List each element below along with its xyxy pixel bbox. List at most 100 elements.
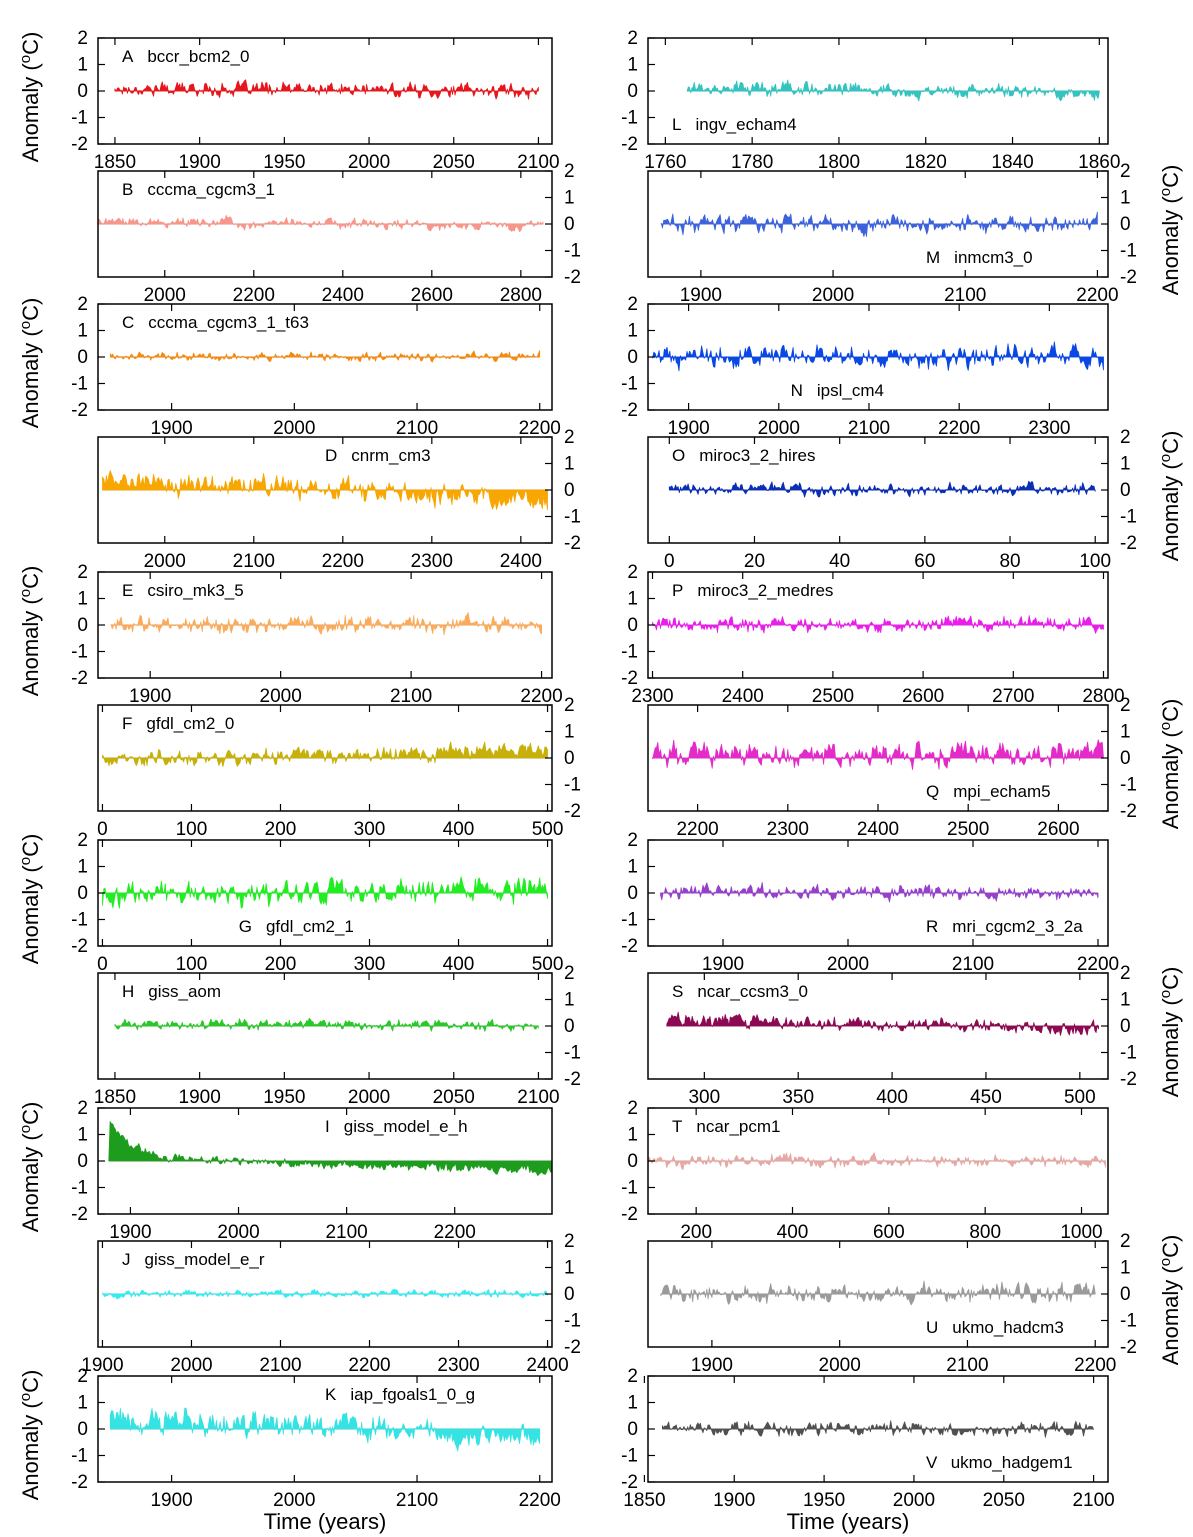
panel-d: 2 1 0 -1 -2 2000 2100 2200 2300 2400 D cnrm_cm3: [97, 427, 581, 572]
x-tick-label: 2100: [396, 418, 438, 439]
x-tick-label: 2100: [944, 285, 986, 306]
x-tick-label: 400: [443, 954, 475, 975]
y-tick-label: 0: [1120, 1016, 1131, 1037]
x-tick-label: 2400: [322, 285, 364, 306]
y-tick-label: -1: [621, 910, 638, 931]
series-area: [109, 350, 541, 363]
series-area: [668, 480, 1096, 498]
x-tick-label: 1850: [94, 1087, 136, 1108]
y-axis-title: Anomaly (oC): [1157, 431, 1183, 562]
y-tick-label: 0: [77, 1419, 88, 1440]
series-area: [110, 612, 542, 636]
x-tick-label: 2000: [893, 1490, 935, 1511]
y-tick-label: 1: [77, 1125, 88, 1146]
y-tick-label: -1: [71, 374, 88, 395]
y-tick-label: -2: [1120, 801, 1137, 822]
x-tick-label: 350: [782, 1087, 814, 1108]
panel-q: 2 1 0 -1 -2 2200 2300 2400 2500 2600 Q mpi_echam5: [647, 695, 1137, 840]
panel-o: 2 1 0 -1 -2 0 20 40 60 80 100 O miroc3_2_hires: [647, 427, 1137, 572]
y-tick-label: 1: [77, 321, 88, 342]
y-tick-label: 0: [77, 1151, 88, 1172]
x-tick-label: 1900: [691, 1355, 733, 1376]
series-area: [114, 79, 539, 100]
y-tick-label: 2: [627, 28, 638, 49]
panel-e: 2 1 0 -1 -2 1900 2000 2100 2200 E csiro_mk3_5: [71, 562, 563, 707]
y-tick-label: -2: [1120, 267, 1137, 288]
x-tick-label: 1820: [905, 152, 947, 173]
y-tick-label: 2: [77, 28, 88, 49]
y-tick-label: -1: [621, 1178, 638, 1199]
panel-s: 2 1 0 -1 -2 300 350 400 450 500 S ncar_ccsm3_0: [647, 963, 1137, 1108]
y-tick-label: 1: [627, 589, 638, 610]
x-tick-label: 200: [265, 819, 297, 840]
x-tick-label: 2200: [322, 551, 364, 572]
x-tick-label: 2200: [1077, 954, 1119, 975]
x-tick-label: 1000: [1060, 1222, 1102, 1243]
x-tick-label: 1900: [179, 152, 221, 173]
y-tick-label: 0: [564, 1284, 575, 1305]
y-tick-label: 1: [627, 1125, 638, 1146]
y-tick-label: -1: [1120, 1311, 1137, 1332]
y-tick-label: -2: [564, 267, 581, 288]
y-axis-title: Anomaly (oC): [17, 32, 43, 163]
x-tick-label: 1840: [991, 152, 1033, 173]
series-area: [660, 882, 1099, 903]
y-axis-title: Anomaly (oC): [17, 1370, 43, 1501]
panel-g: 2 1 0 -1 -2 0 100 200 300 400 500 G gfdl_cm2_1: [71, 830, 563, 975]
y-tick-label: -2: [621, 134, 638, 155]
x-tick-label: 2000: [273, 418, 315, 439]
y-tick-label: 1: [1120, 1258, 1131, 1279]
x-tick-label: 2000: [260, 686, 302, 707]
panel-f: 2 1 0 -1 -2 0 100 200 300 400 500 F gfdl_cm2_0: [97, 695, 581, 840]
x-tick-label: 400: [777, 1222, 809, 1243]
x-tick-label: 2200: [348, 1355, 390, 1376]
y-tick-label: -2: [71, 1204, 88, 1225]
y-tick-label: 1: [564, 722, 575, 743]
x-tick-label: 600: [873, 1222, 905, 1243]
x-tick-label: 2000: [170, 1355, 212, 1376]
y-tick-label: 0: [564, 214, 575, 235]
y-tick-label: -2: [1120, 1069, 1137, 1090]
x-tick-label: 2000: [144, 551, 186, 572]
x-tick-label: 1850: [623, 1490, 665, 1511]
x-tick-label: 1950: [803, 1490, 845, 1511]
x-tick-label: 1900: [81, 1355, 123, 1376]
y-tick-label: -1: [1120, 775, 1137, 796]
y-tick-label: -1: [621, 1446, 638, 1467]
x-tick-label: 2500: [947, 819, 989, 840]
x-tick-label: 2200: [434, 1222, 476, 1243]
x-tick-label: 100: [176, 819, 208, 840]
panel-n: 2 1 0 -1 -2 1900 2000 2100 2200 2300 N ipsl_cm4: [621, 294, 1109, 439]
y-tick-label: 1: [1120, 188, 1131, 209]
y-tick-label: -1: [71, 1446, 88, 1467]
y-tick-label: 1: [627, 857, 638, 878]
x-tick-label: 2100: [390, 686, 432, 707]
x-tick-label: 200: [680, 1222, 712, 1243]
series-area: [666, 1011, 1099, 1036]
x-tick-label: 1900: [702, 954, 744, 975]
x-tick-label: 2200: [519, 418, 561, 439]
y-tick-label: -1: [621, 108, 638, 129]
x-tick-label: 0: [97, 819, 108, 840]
series-area: [686, 79, 1100, 102]
x-tick-label: 2100: [517, 1087, 559, 1108]
x-tick-label: 2800: [500, 285, 542, 306]
y-tick-label: 2: [564, 695, 575, 716]
x-tick-label: 2700: [992, 686, 1034, 707]
y-axis-title: Anomaly (oC): [1157, 699, 1183, 830]
x-tick-label: 80: [999, 551, 1020, 572]
series-area: [660, 211, 1098, 237]
series-area: [662, 1420, 1094, 1438]
x-tick-label: 0: [664, 551, 675, 572]
x-tick-label: 450: [970, 1087, 1002, 1108]
series-area: [652, 615, 1104, 634]
panel-k: 2 1 0 -1 -2 1900 2000 2100 2200 K iap_fgoals1_0_g: [71, 1366, 561, 1511]
